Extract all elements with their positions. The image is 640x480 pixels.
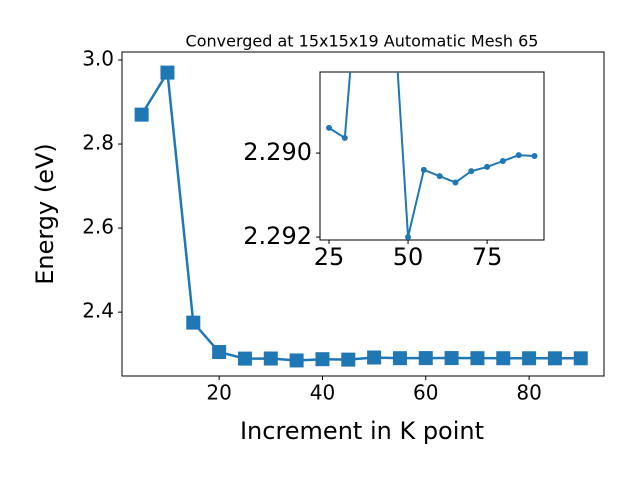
marker <box>515 152 522 159</box>
y-tick-label: 2.6 <box>82 215 114 239</box>
marker <box>134 107 149 122</box>
y-tick-label: 2.8 <box>82 131 114 155</box>
plot-area <box>319 71 545 241</box>
marker <box>522 351 537 366</box>
marker <box>341 134 348 141</box>
marker <box>289 353 304 368</box>
marker <box>237 351 252 366</box>
marker <box>468 168 475 175</box>
x-axis-label: Increment in K point <box>240 417 484 445</box>
marker <box>315 352 330 367</box>
plot-content <box>134 65 588 368</box>
marker <box>573 351 588 366</box>
marker <box>341 352 356 367</box>
marker <box>420 166 427 173</box>
marker <box>484 163 491 170</box>
x-tick-label: 80 <box>516 381 541 405</box>
y-tick-label: 2.292 <box>243 222 312 250</box>
y-tick-label: 3.0 <box>82 46 114 70</box>
y-axis-label: Energy (eV) <box>31 143 59 285</box>
plot-content <box>326 24 538 240</box>
marker <box>326 124 333 131</box>
x-tick-label: 60 <box>413 381 438 405</box>
chart-title: Converged at 15x15x19 Automatic Mesh 65 <box>186 32 539 51</box>
marker <box>444 351 459 366</box>
x-tick-label: 25 <box>314 243 345 271</box>
x-tick-label: 20 <box>206 381 231 405</box>
marker <box>531 153 538 159</box>
marker <box>186 315 201 330</box>
marker <box>418 351 433 366</box>
marker <box>373 24 379 30</box>
marker <box>263 351 278 366</box>
x-tick-label: 75 <box>472 243 503 271</box>
x-tick-label: 40 <box>310 381 335 405</box>
marker <box>212 345 227 360</box>
marker <box>452 179 459 186</box>
marker <box>392 351 407 366</box>
marker <box>499 158 506 165</box>
marker <box>470 351 485 366</box>
marker <box>405 234 412 240</box>
marker <box>367 350 382 365</box>
x-tick-label: 50 <box>393 243 424 271</box>
marker <box>436 173 443 180</box>
marker <box>160 65 175 80</box>
marker <box>547 351 562 366</box>
y-tick-label: 2.4 <box>82 299 114 323</box>
y-tick-label: 2.290 <box>243 138 312 166</box>
marker <box>496 351 511 366</box>
